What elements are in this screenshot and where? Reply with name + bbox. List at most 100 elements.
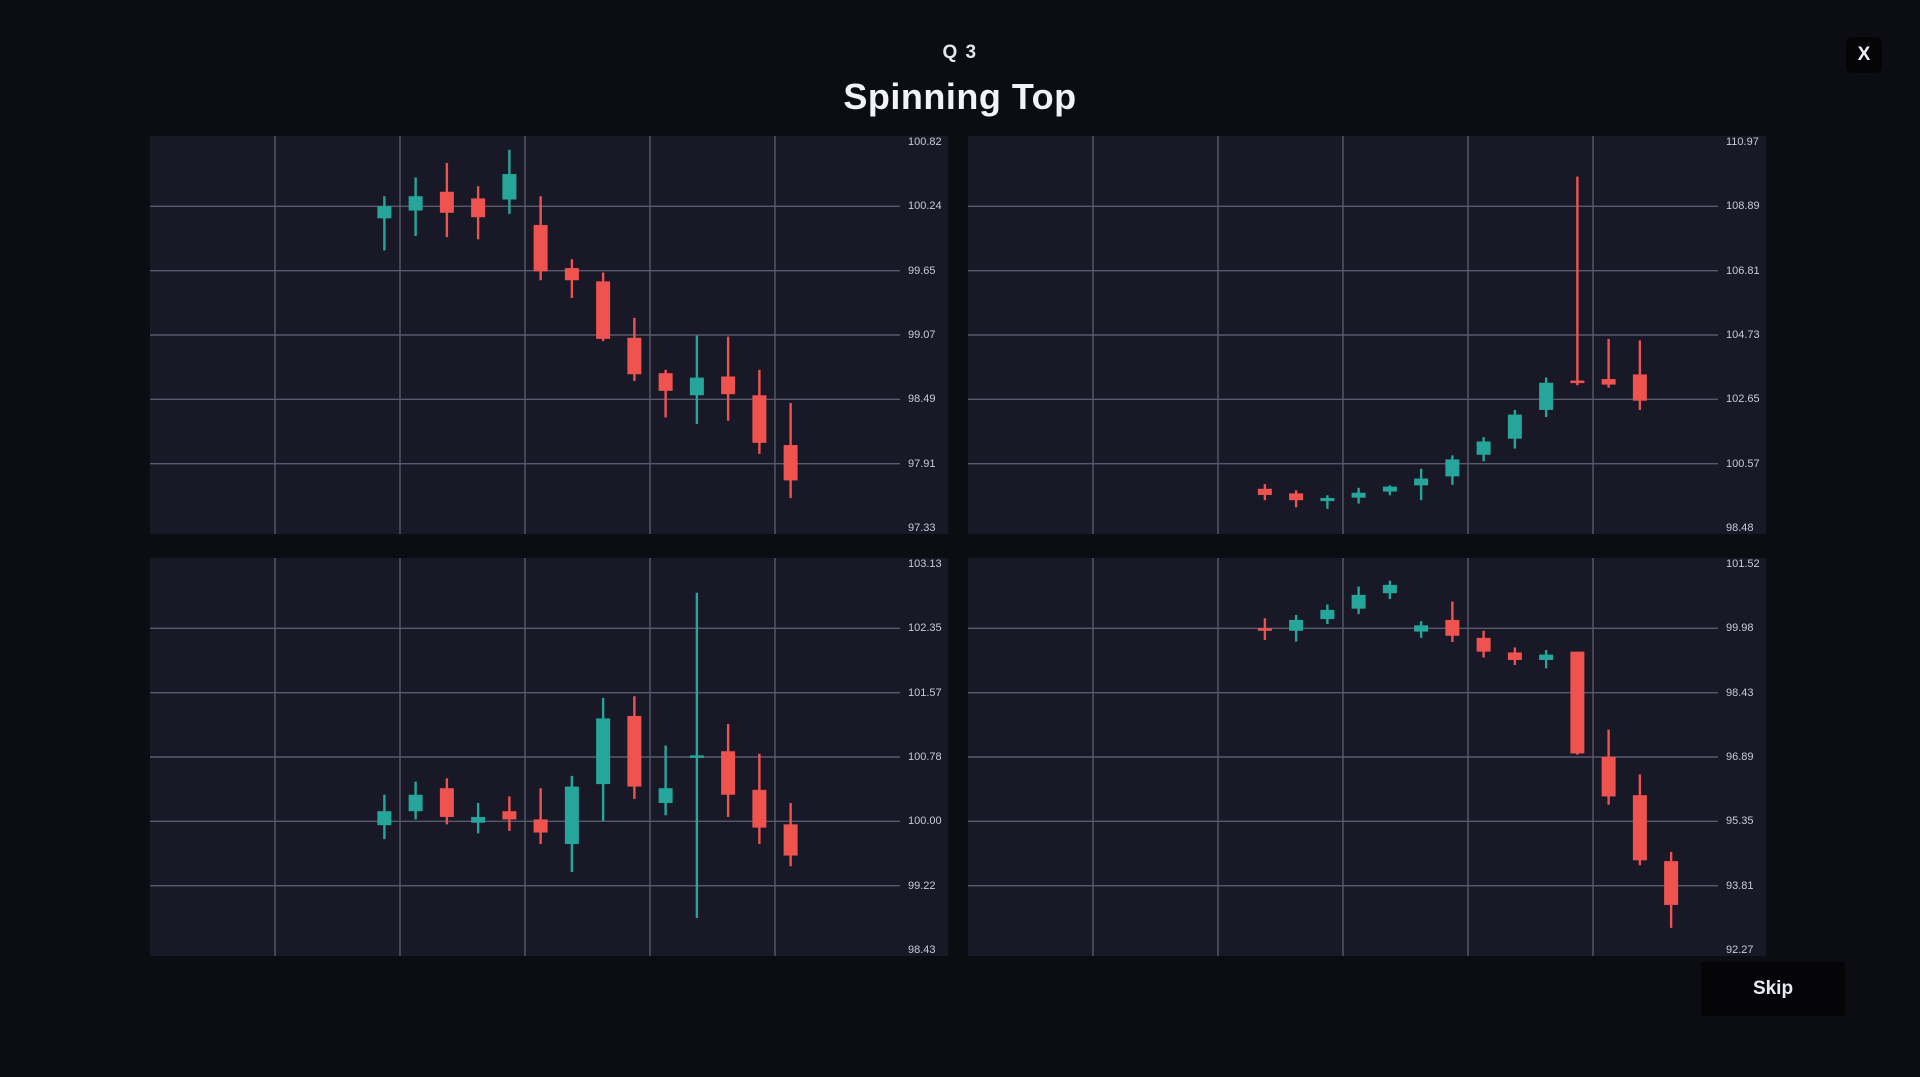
y-axis-tick-label: 93.81 — [1726, 879, 1754, 892]
candle-body — [1445, 459, 1460, 477]
candlestick — [1601, 729, 1616, 805]
candlestick — [377, 196, 392, 251]
candlestick — [1257, 484, 1272, 501]
candle-body — [1539, 382, 1554, 410]
candle-body — [627, 337, 642, 375]
candlestick — [752, 753, 767, 845]
y-axis-tick-label: 99.98 — [1726, 622, 1754, 635]
y-axis-4: 101.52 99.98 98.43 96.89 95.35 93.81 92.27 — [1724, 558, 1766, 956]
y-axis-tick-label: 104.73 — [1726, 329, 1760, 341]
candle-body — [1539, 654, 1554, 660]
candle-body — [564, 268, 579, 281]
candle-body — [1414, 625, 1429, 632]
candle-body — [721, 376, 736, 395]
y-axis-tick-label: 99.22 — [908, 879, 936, 892]
chart-grid: 100.82 100.24 99.65 99.07 98.49 97.91 97.33 11… — [150, 136, 1770, 956]
candlestick — [783, 802, 798, 867]
candle-body — [471, 198, 486, 218]
candle-body — [1601, 756, 1616, 797]
y-axis-tick-label: 95.35 — [1726, 815, 1754, 828]
y-axis-tick-label: 98.48 — [1726, 522, 1754, 534]
candle-body — [377, 206, 392, 219]
candlestick-plot-4 — [968, 558, 1718, 956]
y-axis-tick-label: 103.13 — [908, 558, 942, 570]
candlestick — [502, 796, 517, 831]
y-axis-tick-label: 101.57 — [908, 686, 942, 699]
candle-body — [783, 824, 798, 856]
y-axis-tick-label: 98.43 — [908, 944, 936, 956]
y-axis-2: 110.97 108.89 106.81 104.73 102.65 100.57 98.4… — [1724, 136, 1766, 534]
chart-panel-2[interactable]: 110.97 108.89 106.81 104.73 102.65 100.57 98.4… — [968, 136, 1766, 534]
candle-body — [533, 819, 548, 833]
candle-body — [627, 715, 642, 787]
candle-body — [564, 786, 579, 845]
chart-panel-1[interactable]: 100.82 100.24 99.65 99.07 98.49 97.91 97.33 — [150, 136, 948, 534]
candlestick — [502, 149, 517, 214]
y-axis-tick-label: 97.91 — [908, 457, 936, 470]
candlestick — [408, 781, 423, 820]
candlestick — [1320, 495, 1335, 509]
candle-body — [1476, 637, 1491, 652]
y-axis-tick-label: 100.82 — [908, 136, 942, 148]
chart-panel-4[interactable]: 101.52 99.98 98.43 96.89 95.35 93.81 92.27 — [968, 558, 1766, 956]
candle-body — [783, 445, 798, 481]
candle-body — [377, 811, 392, 826]
candle-body — [533, 224, 548, 272]
candle-body — [752, 395, 767, 443]
candlestick — [439, 778, 454, 825]
y-axis-tick-label: 102.35 — [908, 622, 942, 635]
y-axis-tick-label: 100.24 — [908, 200, 942, 213]
y-axis-tick-label: 98.49 — [908, 393, 936, 406]
candle-body — [752, 789, 767, 828]
candlestick — [783, 403, 798, 499]
candle-body — [689, 377, 704, 396]
candle-body — [658, 373, 673, 391]
candle-body — [1632, 374, 1647, 401]
candlestick — [1601, 338, 1616, 388]
candle-body — [1664, 861, 1679, 905]
candle-body — [502, 174, 517, 200]
candle-body — [1476, 441, 1491, 455]
candlestick — [1632, 340, 1647, 410]
candle-body — [1289, 493, 1304, 501]
candlestick — [471, 802, 486, 834]
candle-body — [502, 811, 517, 820]
candlestick — [1445, 455, 1460, 485]
page-title: Spinning Top — [843, 76, 1077, 117]
chart-panel-3[interactable]: 103.13 102.35 101.57 100.78 100.00 99.22 98.43 — [150, 558, 948, 956]
candlestick — [471, 186, 486, 240]
candlestick — [1414, 468, 1429, 501]
candlestick — [1289, 614, 1304, 642]
y-axis-tick-label: 106.81 — [1726, 264, 1760, 277]
candlestick — [658, 745, 673, 816]
candlestick — [408, 177, 423, 237]
candlestick — [721, 336, 736, 421]
candlestick — [721, 724, 736, 817]
candlestick — [596, 272, 611, 342]
y-axis-1: 100.82 100.24 99.65 99.07 98.49 97.91 97.33 — [906, 136, 948, 534]
skip-button[interactable]: Skip — [1701, 962, 1845, 1016]
y-axis-tick-label: 96.89 — [1726, 751, 1754, 763]
candlestick — [1445, 601, 1460, 643]
candlestick — [439, 163, 454, 238]
candle-body — [408, 196, 423, 211]
y-axis-tick-label: 92.27 — [1726, 944, 1754, 956]
candle-body — [689, 755, 704, 758]
candlestick — [533, 788, 548, 845]
candlestick — [658, 369, 673, 418]
candlestick — [689, 335, 704, 425]
y-axis-tick-label: 100.57 — [1726, 457, 1760, 470]
candle-body — [1257, 628, 1272, 631]
candle-body — [1351, 594, 1366, 609]
candle-body — [1414, 478, 1429, 486]
candlestick — [1539, 377, 1554, 418]
candlestick — [752, 369, 767, 454]
candle-body — [1632, 795, 1647, 861]
candlestick — [533, 196, 548, 281]
y-axis-tick-label: 101.52 — [1726, 558, 1760, 570]
candlestick — [1664, 851, 1679, 928]
candlestick — [1320, 604, 1335, 625]
y-axis-tick-label: 99.65 — [908, 264, 936, 277]
close-icon[interactable]: X — [1846, 37, 1882, 73]
question-number: Q 3 — [942, 42, 978, 63]
